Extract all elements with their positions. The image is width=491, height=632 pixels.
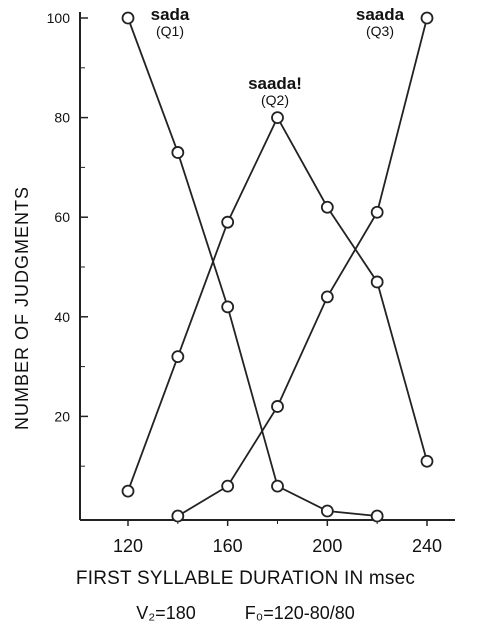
- data-point-s1-180: [271, 111, 284, 124]
- data-point-s2-180: [271, 400, 284, 413]
- series-1: [121, 111, 434, 498]
- series-2: [171, 11, 434, 523]
- series-name-sada: sada: [150, 5, 190, 24]
- series-label-saada-exclaim: saada! (Q2): [240, 75, 310, 108]
- y-axis-label: NUMBER OF JUDGMENTS: [12, 186, 32, 430]
- series-label-saada: saada (Q3): [345, 6, 415, 39]
- x-ticks: 120 160 200 240: [113, 520, 442, 556]
- x-tick-label-240: 240: [412, 536, 442, 556]
- footnote-v2: V₂=180: [136, 603, 196, 623]
- data-point-s0-120: [121, 11, 135, 25]
- data-point-s2-240: [420, 11, 434, 25]
- y-ticks: 20 40 60 80 100: [47, 10, 88, 467]
- data-point-s1-220: [370, 275, 384, 289]
- data-point-s0-160: [221, 300, 235, 314]
- y-tick-label-20: 20: [54, 408, 70, 424]
- series-line-0: [127, 17, 378, 517]
- data-point-s1-140: [171, 350, 185, 364]
- data-point-s2-220: [370, 205, 384, 219]
- data-point-s0-200: [320, 504, 334, 518]
- footnote-f0: F₀=120-80/80: [244, 603, 355, 623]
- stimulus-footnote: V₂=180 F₀=120-80/80: [0, 603, 491, 624]
- series-code-q3: (Q3): [366, 22, 394, 39]
- data-point-s2-200: [320, 290, 334, 304]
- data-point-s2-160: [221, 479, 235, 493]
- x-axis-label: FIRST SYLLABLE DURATION IN msec: [75, 568, 416, 589]
- series-name-saada-exclaim: saada!: [248, 74, 302, 93]
- y-tick-label-100: 100: [47, 10, 71, 26]
- y-tick-label-80: 80: [54, 110, 70, 126]
- y-tick-label-60: 60: [54, 209, 70, 225]
- data-point-s0-180: [271, 479, 284, 493]
- series-code-q2: (Q2): [261, 91, 289, 108]
- data-point-s1-120: [121, 484, 135, 498]
- data-point-s1-240: [420, 454, 434, 468]
- data-point-s0-220: [370, 509, 384, 523]
- data-point-s0-140: [171, 146, 185, 159]
- data-point-s1-200: [320, 200, 334, 214]
- series-0: [121, 11, 384, 523]
- data-point-s2-140: [171, 509, 185, 523]
- series-code-q1: (Q1): [156, 22, 184, 39]
- x-tick-label-200: 200: [312, 536, 342, 556]
- series-name-saada: saada: [355, 5, 405, 24]
- y-tick-label-40: 40: [54, 309, 70, 325]
- x-tick-label-120: 120: [113, 536, 143, 556]
- series-line-2: [177, 17, 428, 517]
- x-tick-label-160: 160: [213, 536, 243, 556]
- axes: [79, 12, 455, 521]
- series-group: [121, 11, 434, 523]
- data-point-s1-160: [221, 215, 235, 229]
- series-line-1: [127, 115, 428, 492]
- series-label-sada: sada (Q1): [140, 6, 200, 39]
